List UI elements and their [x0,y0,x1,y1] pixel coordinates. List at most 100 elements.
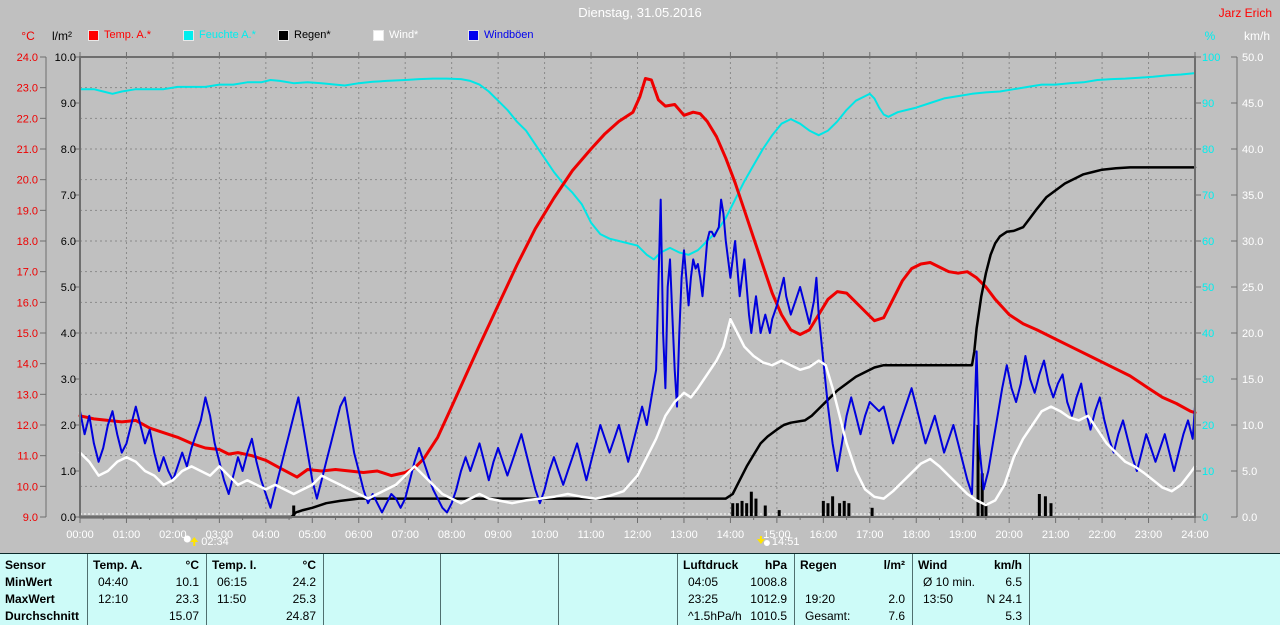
svg-text:11:00: 11:00 [578,529,605,541]
svg-text:°C: °C [21,29,35,43]
row-label: Sensor [5,557,46,572]
table-cell: 5.3 [1005,608,1022,623]
table-col-empty-4 [559,554,678,625]
wind-axis-labels: 50.0 45.0 40.0 35.0 30.0 25.0 20.0 15.0 10.0 5.0 0… [1242,52,1263,524]
table-col-empty-3 [441,554,559,625]
legend-item-0: Temp. A.* [88,29,151,41]
table-col-luftdruck: Luftdruck hPa 04:05 1008.8 23:25 1012.9 ^1.5hP… [678,554,795,625]
series-feuchte-a- [79,72,1196,261]
sunrise-marker: 02:34 [183,535,229,548]
svg-text:08:00: 08:00 [438,529,466,541]
svg-text:04:00: 04:00 [252,529,280,541]
table-cell: 19:20 2.0 [805,591,905,606]
table-col-header [559,556,677,573]
svg-text:23:00: 23:00 [1135,529,1163,541]
svg-text:70: 70 [1202,190,1214,202]
svg-text:0: 0 [1202,512,1208,524]
svg-text:40: 40 [1202,328,1214,340]
svg-text:02:00: 02:00 [159,529,187,541]
legend-swatch [183,29,194,41]
table-col-regen: Regen l/m² 19:20 2.0 Gesamt: 7.6 [795,554,913,625]
svg-text:6.0: 6.0 [61,236,76,248]
svg-text:17:00: 17:00 [856,529,884,541]
svg-text:1.0: 1.0 [61,466,76,478]
table-cell [441,590,558,607]
svg-text:20.0: 20.0 [1242,328,1263,340]
svg-text:20:00: 20:00 [995,529,1023,541]
svg-text:03:00: 03:00 [206,529,234,541]
svg-text:16.0: 16.0 [17,297,38,309]
table-cell: ^1.5hPa/h 1010.5 [688,608,787,623]
svg-text:25.0: 25.0 [1242,282,1263,294]
svg-text:01:00: 01:00 [113,529,141,541]
table-cell: 04:40 10.1 [98,574,199,589]
rain-axis-labels: 10.0 9.0 8.0 7.0 6.0 5.0 4.0 3.0 2.0 1.0 0.0 [55,52,76,524]
svg-text:5.0: 5.0 [1242,466,1257,478]
svg-text:07:00: 07:00 [391,529,419,541]
svg-text:15.0: 15.0 [17,328,38,340]
table-col-header [441,556,558,573]
table-cell: Ø 10 min. 6.5 [923,574,1022,589]
svg-text:5.0: 5.0 [61,282,76,294]
table-cell [441,573,558,590]
time-axis-labels: 00:00 01:00 02:00 03:00 04:00 05:00 06:00 07:00… [66,529,1209,541]
row-label: Durchschnitt [5,608,80,623]
svg-text:7.0: 7.0 [61,190,76,202]
svg-text:23.0: 23.0 [17,83,38,95]
svg-text:00:00: 00:00 [66,529,94,541]
axis-ticks [40,52,1238,523]
table-col-header: Luftdruck hPa [683,557,787,572]
legend-swatch [88,29,99,41]
table-col-temp-a-: Temp. A. °C 04:40 10.1 12:10 23.3 15.07 [88,554,207,625]
table-cell: 24.87 [285,608,316,623]
svg-text:14.0: 14.0 [17,359,38,371]
row-label: MaxWert [5,591,55,606]
weather-chart: 24.0 23.0 22.0 21.0 20.0 19.0 18.0 17.0 16.0 15.0… [17,29,1270,548]
table-cell [324,590,440,607]
table-cell [324,573,440,590]
legend-item-4: Windböen [468,29,534,41]
svg-text:19:00: 19:00 [949,529,977,541]
table-col-header: Temp. A. °C [93,557,199,572]
svg-text:100: 100 [1202,52,1220,64]
svg-text:3.0: 3.0 [61,374,76,386]
table-col-header: Regen l/m² [800,557,905,572]
svg-text:90: 90 [1202,98,1214,110]
svg-text:0.0: 0.0 [1242,512,1257,524]
svg-text:06:00: 06:00 [345,529,373,541]
svg-text:30: 30 [1202,374,1214,386]
svg-text:50: 50 [1202,282,1214,294]
svg-text:45.0: 45.0 [1242,98,1263,110]
svg-text:09:00: 09:00 [484,529,512,541]
legend-item-3: Wind* [373,29,418,41]
svg-text:4.0: 4.0 [61,328,76,340]
table-cell [559,607,677,624]
svg-text:9.0: 9.0 [61,98,76,110]
legend-label: Temp. A.* [104,29,152,41]
table-cell [559,573,677,590]
svg-text:20.0: 20.0 [17,175,38,187]
svg-text:18.0: 18.0 [17,236,38,248]
svg-text:50.0: 50.0 [1242,52,1263,64]
svg-text:80: 80 [1202,144,1214,156]
table-cell [324,607,440,624]
rain-rate-bars [292,425,1053,517]
svg-text:11.0: 11.0 [17,451,38,463]
table-cell: 11:50 25.3 [217,591,316,606]
svg-text:13.0: 13.0 [17,389,38,401]
legend-swatch [373,29,384,41]
svg-text:21.0: 21.0 [17,144,38,156]
series-temp-a- [78,77,1197,479]
temp-axis-labels: 24.0 23.0 22.0 21.0 20.0 19.0 18.0 17.0 16.0 15.0… [17,52,38,524]
svg-text:14:00: 14:00 [717,529,745,541]
svg-text:12:00: 12:00 [624,529,652,541]
svg-text:15:00: 15:00 [763,529,791,541]
svg-text:22:00: 22:00 [1088,529,1116,541]
sunset-icon [756,539,765,544]
row-label: MinWert [5,574,53,589]
svg-text:35.0: 35.0 [1242,190,1263,202]
owner-name: Jarz Erich [1218,6,1272,20]
svg-text:30.0: 30.0 [1242,236,1263,248]
